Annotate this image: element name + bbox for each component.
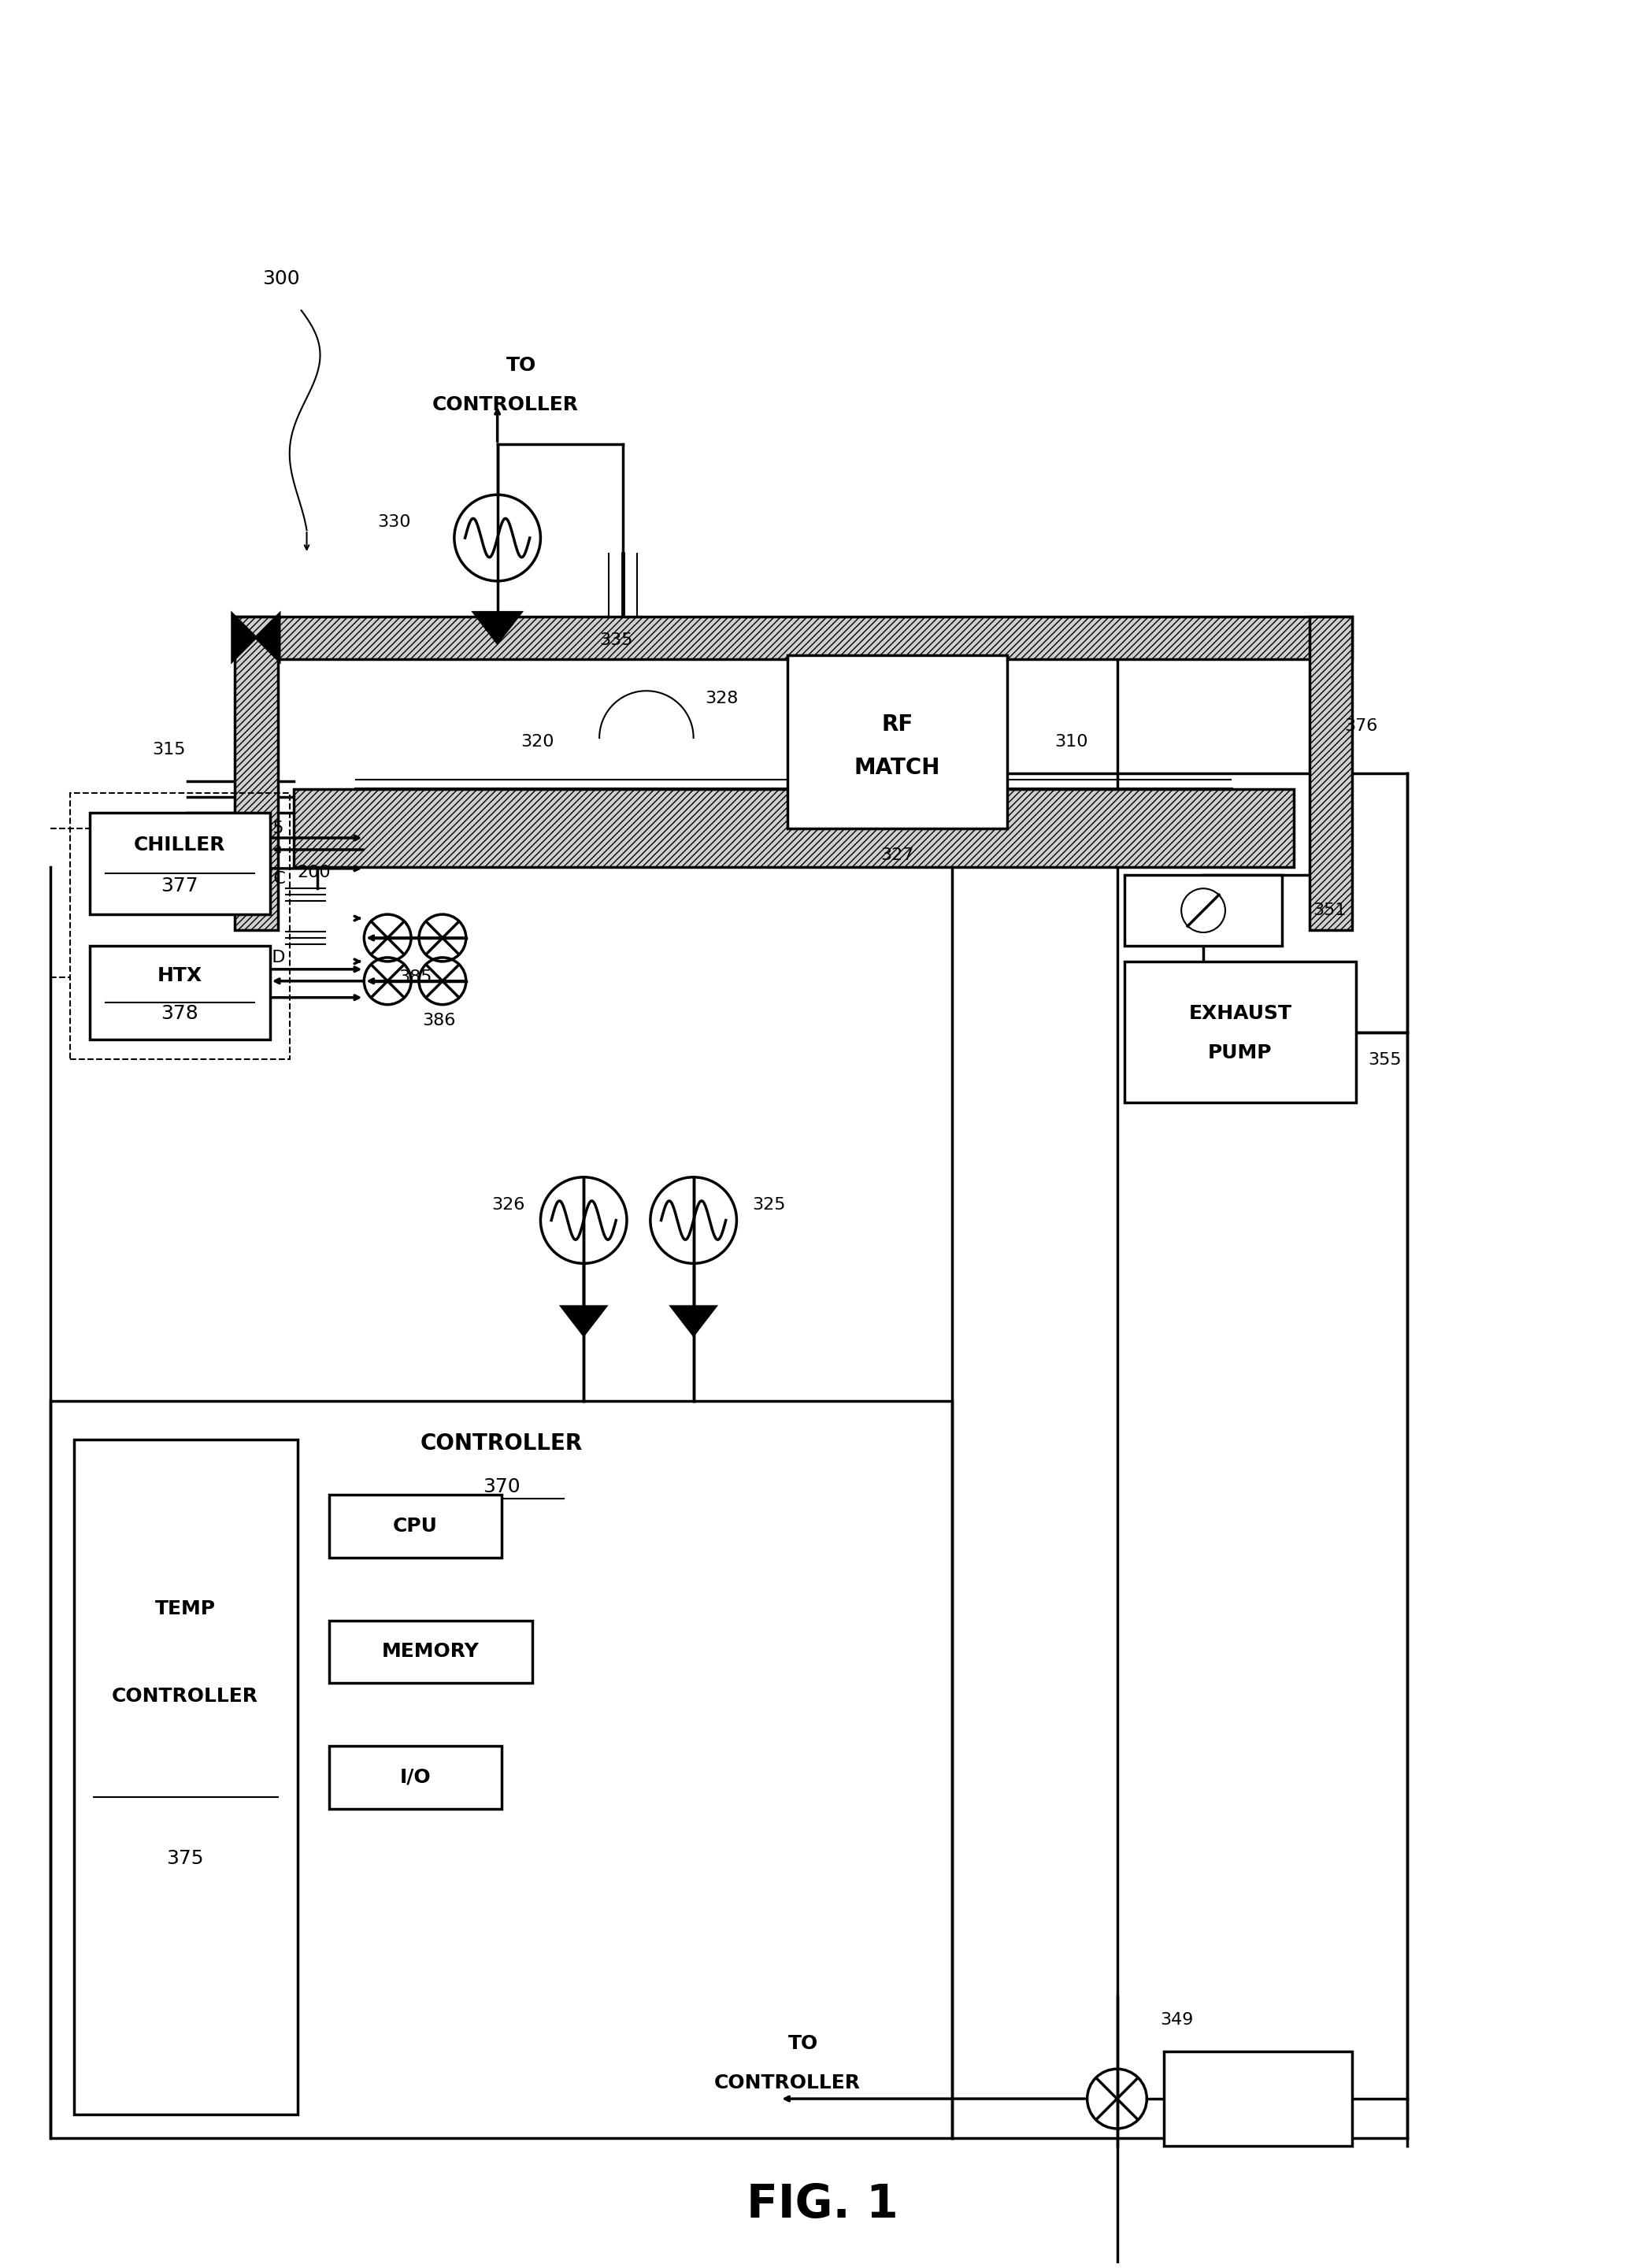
Bar: [1165, 2053, 1352, 2146]
Text: MATCH: MATCH: [854, 758, 941, 778]
Text: 315: 315: [153, 742, 186, 758]
Text: I/O: I/O: [400, 1767, 431, 1787]
Text: 370: 370: [482, 1476, 520, 1497]
Text: TO: TO: [507, 356, 536, 374]
Text: MEMORY: MEMORY: [382, 1642, 479, 1660]
Bar: [51, 1402, 952, 2139]
Text: 310: 310: [1054, 735, 1087, 751]
Bar: [89, 812, 270, 914]
Text: CONTROLLER: CONTROLLER: [714, 2073, 860, 2093]
Bar: [1309, 617, 1352, 930]
Bar: [329, 1495, 502, 1558]
Polygon shape: [257, 615, 280, 660]
Bar: [278, 660, 1309, 930]
Bar: [74, 1440, 298, 2114]
Text: 327: 327: [880, 848, 915, 864]
Text: 355: 355: [1369, 1052, 1402, 1068]
Text: 386: 386: [421, 1012, 456, 1027]
Text: 387C: 387C: [240, 871, 286, 887]
Text: 326: 326: [492, 1198, 525, 1213]
Text: CONTROLLER: CONTROLLER: [419, 1433, 582, 1454]
Bar: [89, 946, 270, 1039]
Bar: [329, 1746, 502, 1808]
Text: CPU: CPU: [393, 1517, 438, 1535]
Text: 200: 200: [298, 864, 331, 880]
Text: HTX: HTX: [158, 966, 202, 984]
Text: 387D: 387D: [239, 950, 286, 966]
Bar: [329, 1619, 533, 1683]
Bar: [1125, 875, 1281, 946]
Bar: [71, 794, 290, 1059]
Bar: [788, 655, 1007, 828]
Text: RF: RF: [882, 714, 913, 735]
Text: FIG. 1: FIG. 1: [747, 2182, 898, 2227]
Text: EXHAUST: EXHAUST: [1189, 1005, 1291, 1023]
Text: 377: 377: [161, 875, 199, 896]
Text: 378: 378: [161, 1005, 199, 1023]
Text: TEMP: TEMP: [155, 1599, 215, 1617]
Text: CONTROLLER: CONTROLLER: [433, 395, 579, 415]
Text: 335: 335: [599, 633, 633, 649]
Bar: [235, 617, 1352, 660]
Text: 349: 349: [1160, 2012, 1194, 2028]
Bar: [293, 789, 1293, 866]
Text: 320: 320: [521, 735, 554, 751]
Text: 351: 351: [1313, 903, 1347, 919]
Text: 328: 328: [706, 692, 739, 708]
Text: 345: 345: [1239, 2100, 1277, 2121]
Text: 325: 325: [752, 1198, 786, 1213]
Text: 375: 375: [166, 1848, 204, 1867]
Polygon shape: [561, 1306, 605, 1336]
Polygon shape: [671, 1306, 716, 1336]
Text: PUMP: PUMP: [1207, 1043, 1272, 1064]
Text: GAS: GAS: [1232, 2064, 1283, 2087]
Text: CONTROLLER: CONTROLLER: [112, 1687, 258, 1706]
Text: 330: 330: [378, 515, 411, 531]
Bar: [235, 617, 278, 930]
Text: TO: TO: [788, 2034, 818, 2053]
Bar: [1125, 962, 1355, 1102]
Polygon shape: [232, 615, 257, 660]
Text: 385: 385: [398, 968, 431, 984]
Polygon shape: [474, 612, 521, 644]
Text: 305: 305: [250, 821, 285, 837]
Text: CHILLER: CHILLER: [133, 835, 225, 855]
Text: 376: 376: [1344, 719, 1379, 735]
Text: 300: 300: [262, 270, 299, 288]
